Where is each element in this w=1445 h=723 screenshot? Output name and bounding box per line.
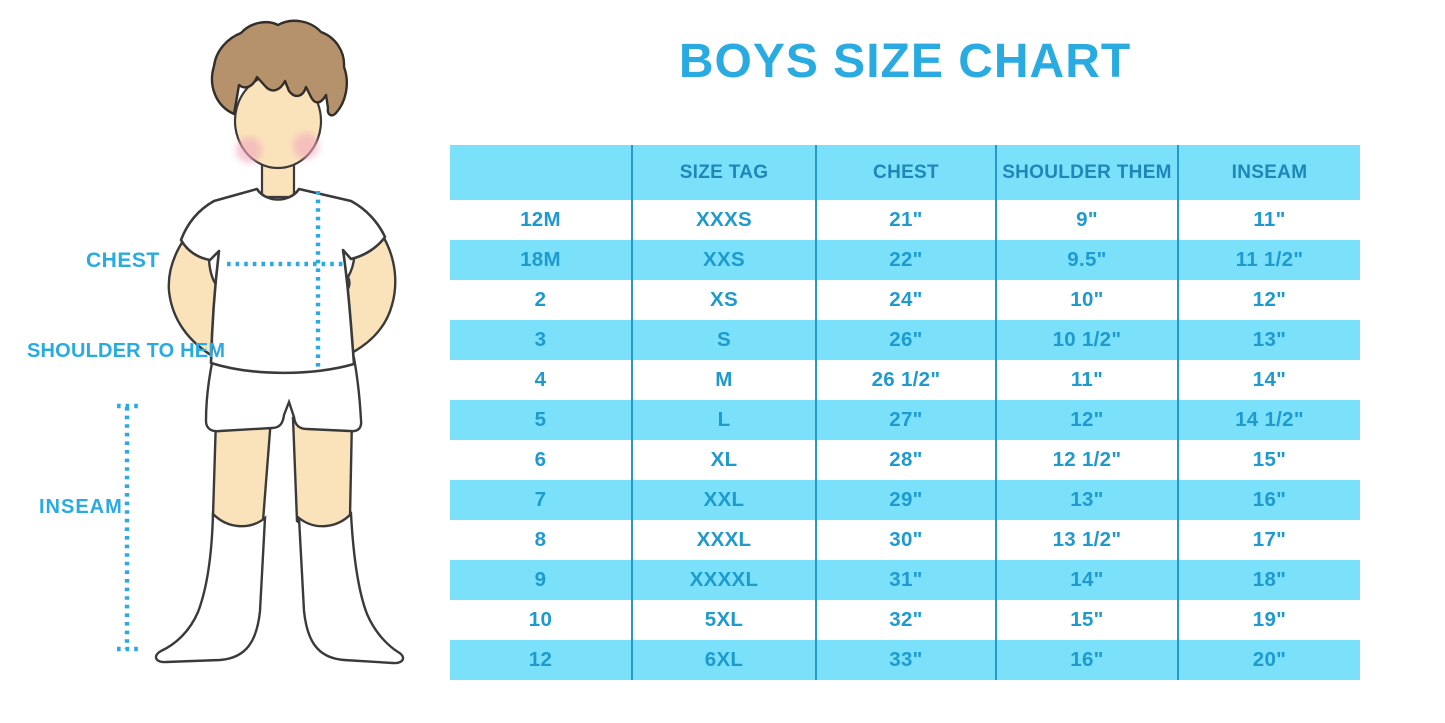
table-cell: XS — [633, 280, 817, 320]
table-cell: L — [633, 400, 817, 440]
table-cell: 13" — [1252, 328, 1287, 351]
table-cell: 5XL — [633, 600, 817, 640]
table-cell: 14" — [997, 560, 1179, 600]
table-cell: XXXXL — [633, 560, 817, 600]
table-cell: 13" — [997, 480, 1179, 520]
table-row: 9 XXXXL 31" 14" 18" — [450, 560, 1360, 600]
table-cell: 11 1/2" — [1235, 248, 1304, 271]
table-cell: XXXL — [633, 520, 817, 560]
table-cell: 9" — [997, 200, 1179, 240]
table-cell: 9 — [450, 560, 633, 600]
boy-right-leg — [291, 416, 354, 529]
table-cell: 18M — [450, 240, 633, 280]
column-header — [450, 145, 633, 200]
table-cell: 10 1/2" — [997, 320, 1179, 360]
boy-figure: CHEST SHOULDER TO HEM INSEAM — [0, 0, 450, 723]
table-cell: 12" — [1252, 288, 1287, 311]
table-cell: 12" — [997, 400, 1179, 440]
table-cell: 6XL — [633, 640, 817, 680]
table-cell: XXXS — [633, 200, 817, 240]
table-row: 6 XL 28" 12 1/2" 15" — [450, 440, 1360, 480]
boy-hair — [210, 19, 348, 117]
boy-illustration-icon — [117, 19, 405, 665]
table-cell: 3 — [450, 320, 633, 360]
table-cell: 15" — [1252, 448, 1287, 471]
table-cell: 30" — [817, 520, 997, 560]
table-row: 4 M 26 1/2" 11" 14" — [450, 360, 1360, 400]
chest-label: CHEST — [86, 249, 160, 272]
table-cell: 27" — [817, 400, 997, 440]
table-cell: 29" — [817, 480, 997, 520]
boy-left-leg — [211, 416, 273, 529]
table-row: 18M XXS 22" 9.5" 11 1/2" — [450, 240, 1360, 280]
table-cell: 26 1/2" — [817, 360, 997, 400]
table-cell: 12 1/2" — [997, 440, 1179, 480]
table-cell: 19" — [1252, 608, 1287, 631]
column-header: INSEAM — [1231, 161, 1308, 183]
table-cell: XXL — [633, 480, 817, 520]
table-cell: 4 — [450, 360, 633, 400]
column-header: CHEST — [817, 145, 997, 200]
table-cell: XXS — [633, 240, 817, 280]
inseam-label: INSEAM — [39, 496, 123, 518]
table-row: 12 6XL 33" 16" 20" — [450, 640, 1360, 680]
table-cell: 13 1/2" — [997, 520, 1179, 560]
table-cell: 17" — [1252, 528, 1287, 551]
boy-left-sock — [154, 511, 267, 664]
table-cell: 21" — [817, 200, 997, 240]
boy-left-cheek — [236, 137, 262, 163]
boy-right-cheek — [293, 133, 319, 159]
size-table: SIZE TAG CHEST SHOULDER THEM INSEAM 12M XXXS 2… — [450, 145, 1360, 680]
table-cell: 10" — [997, 280, 1179, 320]
table-cell: 7 — [450, 480, 633, 520]
table-row: 8 XXXL 30" 13 1/2" 17" — [450, 520, 1360, 560]
table-cell: M — [633, 360, 817, 400]
table-cell: 28" — [817, 440, 997, 480]
column-header: SIZE TAG — [633, 145, 817, 200]
table-cell: 24" — [817, 280, 997, 320]
table-header-row: SIZE TAG CHEST SHOULDER THEM INSEAM — [450, 145, 1360, 200]
table-cell: 8 — [450, 520, 633, 560]
table-cell: S — [633, 320, 817, 360]
table-cell: 32" — [817, 600, 997, 640]
table-cell: 22" — [817, 240, 997, 280]
table-cell: 20" — [1252, 648, 1287, 671]
table-cell: 31" — [817, 560, 997, 600]
table-cell: 5 — [450, 400, 633, 440]
table-cell: 11" — [1253, 208, 1286, 231]
table-cell: 12 — [450, 640, 633, 680]
table-cell: 14" — [1252, 368, 1287, 391]
boy-shirt — [179, 187, 387, 375]
table-cell: 9.5" — [997, 240, 1179, 280]
table-cell: 11" — [997, 360, 1179, 400]
table-row: 7 XXL 29" 13" 16" — [450, 480, 1360, 520]
table-cell: XL — [633, 440, 817, 480]
table-cell: 10 — [450, 600, 633, 640]
table-cell: 6 — [450, 440, 633, 480]
column-header: SHOULDER THEM — [997, 145, 1179, 200]
table-row: 12M XXXS 21" 9" 11" — [450, 200, 1360, 240]
table-cell: 26" — [817, 320, 997, 360]
table-cell: 15" — [997, 600, 1179, 640]
table-row: 10 5XL 32" 15" 19" — [450, 600, 1360, 640]
table-row: 3 S 26" 10 1/2" 13" — [450, 320, 1360, 360]
shoulder-to-hem-label: SHOULDER TO HEM — [27, 340, 226, 362]
table-cell: 33" — [817, 640, 997, 680]
table-cell: 18" — [1252, 568, 1287, 591]
table-cell: 14 1/2" — [1235, 408, 1304, 431]
boy-right-sock — [297, 511, 405, 665]
table-cell: 16" — [1252, 488, 1287, 511]
page-title: BOYS SIZE CHART — [678, 35, 1132, 88]
table-cell: 16" — [997, 640, 1179, 680]
table-cell: 2 — [450, 280, 633, 320]
table-row: 2 XS 24" 10" 12" — [450, 280, 1360, 320]
table-row: 5 L 27" 12" 14 1/2" — [450, 400, 1360, 440]
table-cell: 12M — [450, 200, 633, 240]
